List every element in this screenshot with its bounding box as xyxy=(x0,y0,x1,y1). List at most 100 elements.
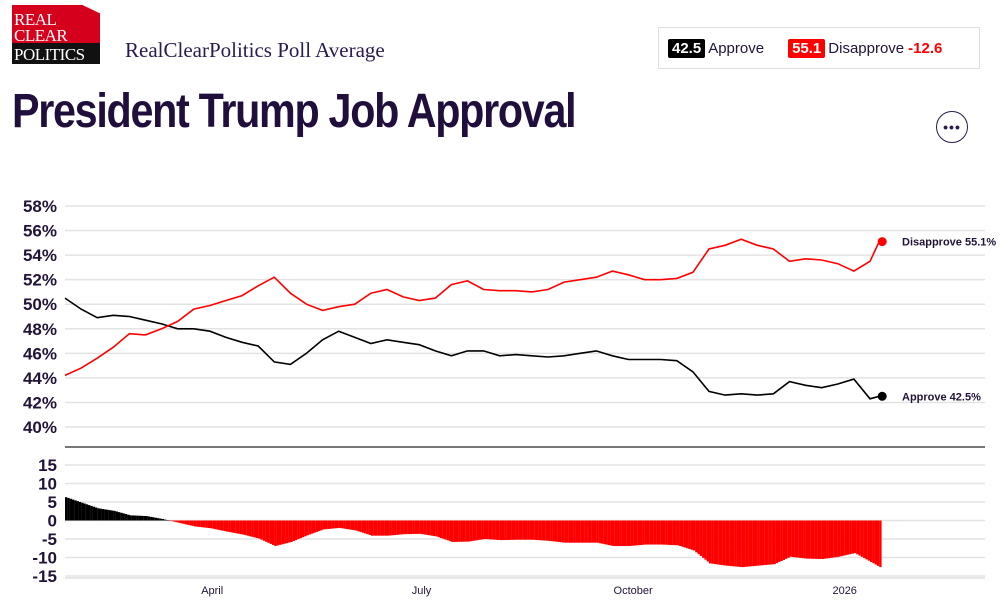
spread-bar xyxy=(690,520,693,550)
spread-bar xyxy=(879,520,882,568)
spread-bar xyxy=(198,520,201,527)
spread-bar xyxy=(584,520,588,543)
spread-bar xyxy=(704,520,707,560)
spread-bar xyxy=(278,520,282,545)
spread-bar xyxy=(646,520,650,545)
spread-bar xyxy=(446,520,450,541)
spread-bar xyxy=(554,520,558,542)
spread-bar xyxy=(304,520,307,537)
rcp-logo[interactable]: REAL CLEAR POLITICS xyxy=(12,5,100,64)
spread-bar xyxy=(435,520,438,537)
spread-bar xyxy=(274,520,277,547)
spread-bar xyxy=(610,520,613,546)
spread-bar xyxy=(384,520,388,536)
spread-bar xyxy=(449,520,452,542)
spread-bar xyxy=(189,520,192,526)
spread-bar xyxy=(377,520,381,536)
spread-bar xyxy=(681,520,684,547)
spread-bar xyxy=(364,520,367,534)
spread-bar xyxy=(306,520,309,536)
spread-bar xyxy=(683,520,687,548)
spread-bar xyxy=(561,520,565,543)
logo-red-block xyxy=(12,5,100,43)
spread-bar xyxy=(460,520,463,542)
spread-bar xyxy=(343,520,346,529)
spread-bar xyxy=(242,520,245,535)
spread-bar xyxy=(791,520,795,558)
spread-bar xyxy=(757,520,760,566)
spread-bar xyxy=(667,520,670,545)
spread-bar xyxy=(591,520,595,543)
y-tick-label: 44% xyxy=(23,369,57,388)
spread-bar xyxy=(782,520,785,560)
spread-bar xyxy=(750,520,753,567)
spread-bar xyxy=(796,520,799,558)
spread-bar xyxy=(665,520,668,545)
approve-line xyxy=(64,297,880,400)
spread-bar xyxy=(640,520,643,545)
spread-bar xyxy=(727,520,730,566)
spread-bar xyxy=(801,520,804,559)
y-tick-label: -15 xyxy=(32,567,57,586)
spread-bar xyxy=(587,520,590,543)
spread-bar xyxy=(663,520,666,545)
spread-bar xyxy=(734,520,737,567)
spread-bar xyxy=(428,520,431,536)
spread-bar xyxy=(635,520,638,546)
spread-bar xyxy=(784,520,788,559)
more-options-button[interactable]: ••• xyxy=(936,111,968,143)
spread-bar xyxy=(722,520,726,566)
spread-bar xyxy=(856,520,859,555)
spread-bar xyxy=(745,520,749,567)
spread-bar xyxy=(166,520,169,521)
spread-bar xyxy=(479,520,482,540)
x-tick-label: April xyxy=(201,585,223,597)
spread-bar xyxy=(140,515,144,521)
spread-bar xyxy=(382,520,385,536)
spread-bar xyxy=(736,520,739,567)
spread-bar xyxy=(787,520,790,558)
spread-bar xyxy=(370,520,374,536)
spread-bar xyxy=(258,520,261,539)
spread-bar xyxy=(78,501,82,521)
spread-bar xyxy=(729,520,733,567)
spread-bar xyxy=(251,520,254,537)
spread-bar xyxy=(200,520,204,528)
spread-bar xyxy=(732,520,735,567)
spread-bar xyxy=(117,512,121,521)
spread-bar xyxy=(759,520,762,566)
spread-bar xyxy=(65,497,68,521)
spread-bar xyxy=(104,509,107,521)
spread-bar xyxy=(120,512,123,521)
spread-bar xyxy=(830,520,834,558)
spread-bar xyxy=(538,520,542,541)
spread-bar xyxy=(205,520,208,528)
spread-bar xyxy=(853,520,857,554)
y-tick-label: 52% xyxy=(23,271,57,290)
spread-bar xyxy=(548,520,551,541)
spread-bar xyxy=(564,520,567,543)
spread-bar xyxy=(525,520,528,540)
spread-bar xyxy=(147,516,151,521)
spread-bar xyxy=(324,520,328,530)
spread-bar xyxy=(803,520,806,559)
spread-bar xyxy=(557,520,560,542)
spread-bar xyxy=(338,520,342,528)
spread-bar xyxy=(545,520,549,541)
spread-bar xyxy=(828,520,831,559)
spread-bar xyxy=(168,520,171,521)
spread-bar xyxy=(375,520,378,536)
spread-bar xyxy=(327,520,330,529)
spread-bar xyxy=(186,520,190,525)
spread-value: -12.6 xyxy=(908,39,943,57)
spread-bar xyxy=(633,520,636,546)
spread-bar xyxy=(628,520,631,547)
spread-bar xyxy=(738,520,742,567)
logo-text-politics: POLITICS xyxy=(14,45,85,64)
spread-bar xyxy=(391,520,394,536)
spread-bar xyxy=(531,520,535,540)
spread-bar xyxy=(826,520,829,559)
spread-bar xyxy=(515,520,519,540)
spread-bar xyxy=(111,510,114,521)
spread-bar xyxy=(713,520,716,565)
